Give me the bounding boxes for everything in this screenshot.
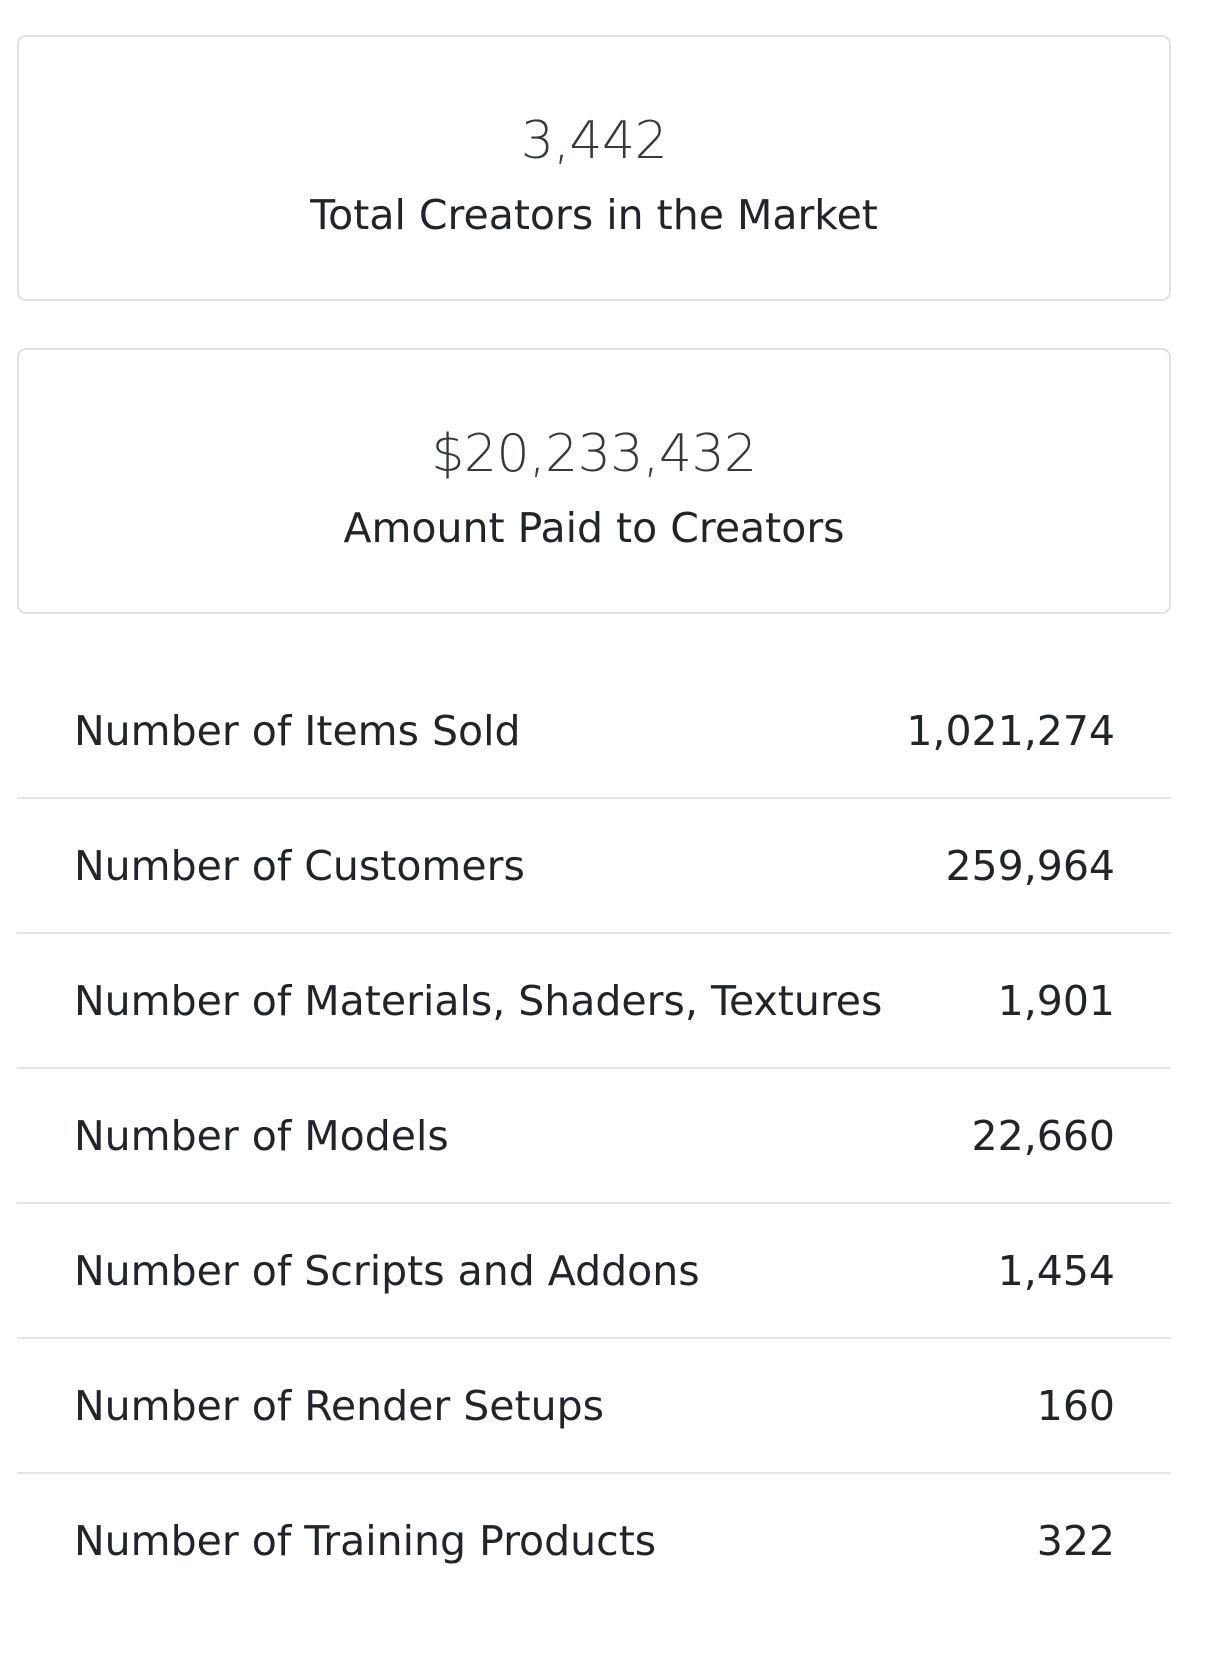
stats-row-value: 22,660: [971, 1112, 1115, 1160]
stats-row-customers: Number of Customers 259,964: [17, 799, 1171, 934]
stats-row-label: Number of Items Sold: [74, 707, 521, 755]
stats-row-label: Number of Render Setups: [74, 1382, 604, 1430]
total-creators-label: Total Creators in the Market: [310, 191, 878, 239]
stats-row-render-setups: Number of Render Setups 160: [17, 1339, 1171, 1474]
stats-row-value: 259,964: [945, 842, 1115, 890]
amount-paid-card: $20,233,432 Amount Paid to Creators: [17, 348, 1171, 614]
stats-row-label: Number of Scripts and Addons: [74, 1247, 700, 1295]
stats-row-value: 1,021,274: [906, 707, 1115, 755]
stats-row-materials: Number of Materials, Shaders, Textures 1…: [17, 934, 1171, 1069]
amount-paid-label: Amount Paid to Creators: [343, 504, 845, 552]
total-creators-value: 3,442: [520, 111, 668, 171]
stats-row-value: 160: [1036, 1382, 1115, 1430]
stats-row-value: 1,454: [997, 1247, 1115, 1295]
stats-list: Number of Items Sold 1,021,274 Number of…: [17, 664, 1171, 1609]
stats-row-value: 322: [1036, 1517, 1115, 1565]
amount-paid-value: $20,233,432: [431, 424, 757, 484]
total-creators-card: 3,442 Total Creators in the Market: [17, 35, 1171, 301]
stats-row-scripts: Number of Scripts and Addons 1,454: [17, 1204, 1171, 1339]
stats-row-label: Number of Models: [74, 1112, 449, 1160]
stats-row-items-sold: Number of Items Sold 1,021,274: [17, 664, 1171, 799]
stats-row-value: 1,901: [997, 977, 1115, 1025]
stats-row-label: Number of Training Products: [74, 1517, 657, 1565]
stats-row-label: Number of Materials, Shaders, Textures: [74, 977, 883, 1025]
stats-row-training: Number of Training Products 322: [17, 1474, 1171, 1609]
stats-row-models: Number of Models 22,660: [17, 1069, 1171, 1204]
stats-row-label: Number of Customers: [74, 842, 525, 890]
